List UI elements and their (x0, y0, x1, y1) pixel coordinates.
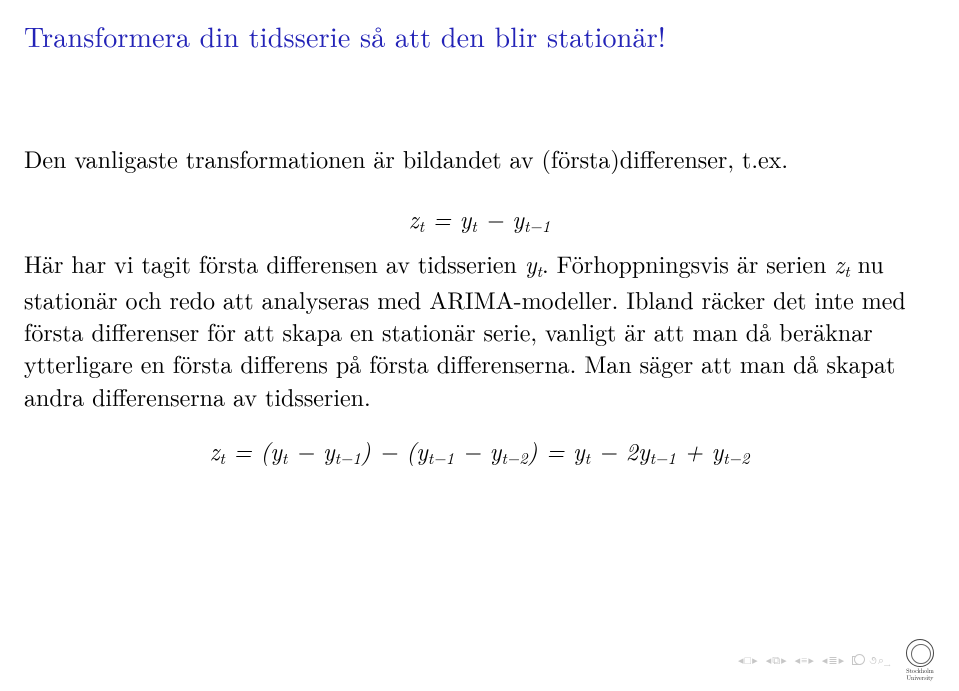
crest-icon (906, 639, 934, 667)
chevron-right-icon: ▸ (808, 653, 814, 668)
logo-text-line2: University (907, 675, 934, 681)
nav-slide-prev-next[interactable]: ◂ □ ▸ (738, 653, 758, 668)
chevron-left-icon: ◂ (795, 653, 801, 668)
section-lines-icon: ≡ (801, 653, 807, 668)
nav-section-prev-next[interactable]: ◂ ≡ ▸ (795, 653, 814, 668)
curly-arrows-icon: ૭ (869, 653, 877, 668)
doc-lines-icon: ≣ (828, 653, 837, 668)
slide-frame-icon: □ (745, 653, 752, 668)
chevron-left-icon: ◂ (822, 653, 828, 668)
nav-subsection-prev-next[interactable]: ◂ ⧉ ▸ (766, 653, 787, 668)
nav-search[interactable]: ૭ ⌕ ͢ (869, 653, 885, 668)
math-equation-1: zt = yt − yt−1 (24, 202, 935, 237)
chevron-left-icon: ◂ (738, 653, 744, 668)
search-icon: ⌕ (878, 653, 884, 668)
footer: ◂ □ ▸ ◂ ⧉ ▸ ◂ ≡ ▸ ◂ ≣ ▸ ૭ ⌕ ͢ Stockholm (18, 639, 941, 681)
stockholm-university-logo: Stockholm University (899, 639, 941, 681)
chevron-right-icon: ▸ (752, 653, 758, 668)
math-equation-2: zt = (yt − yt−1) − (yt−1 − yt−2) = yt − … (24, 434, 935, 469)
chevron-right-icon: ▸ (781, 653, 787, 668)
nav-back[interactable] (852, 656, 861, 665)
text-fragment: Här har vi tagit första differensen av t… (24, 246, 525, 280)
main-paragraph: Här har vi tagit första differensen av t… (24, 247, 935, 412)
intro-paragraph: Den vanligaste transformationen är bilda… (24, 142, 935, 174)
chevron-right-icon: ▸ (839, 653, 845, 668)
inline-math-yt: yt (525, 246, 542, 280)
nav-doc-prev-next[interactable]: ◂ ≣ ▸ (822, 653, 844, 668)
text-fragment: . Förhoppningsvis är serien (542, 246, 834, 280)
subsection-frame-icon: ⧉ (772, 653, 780, 668)
back-forward-icon (852, 656, 861, 665)
slide-body: Den vanligaste transformationen är bilda… (24, 142, 935, 469)
chevron-left-icon: ◂ (766, 653, 772, 668)
page-title: Transformera din tidsserie så att den bl… (24, 16, 935, 56)
beamer-navbar: ◂ □ ▸ ◂ ⧉ ▸ ◂ ≡ ▸ ◂ ≣ ▸ ૭ ⌕ ͢ (738, 653, 885, 668)
inline-math-zt: zt (834, 246, 849, 280)
